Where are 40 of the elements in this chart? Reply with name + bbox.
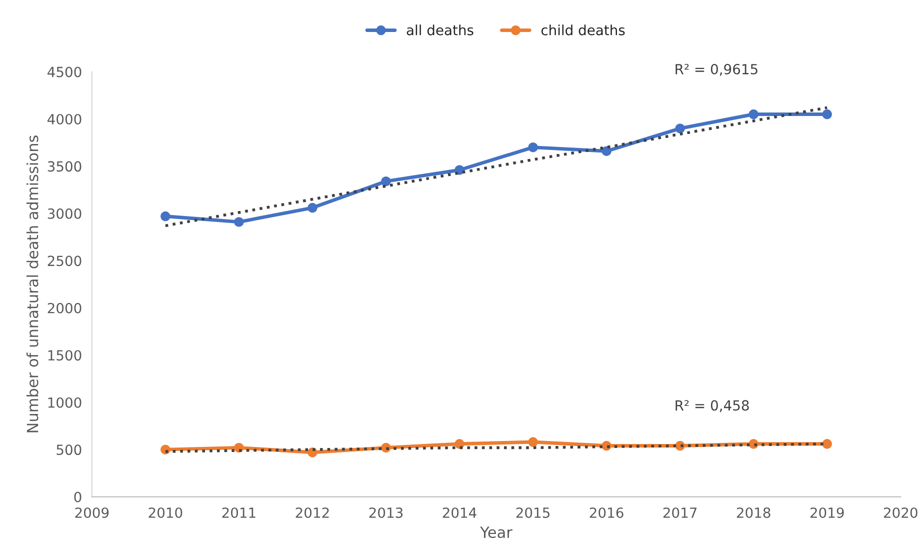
y-tick-label: 4000 xyxy=(48,114,82,124)
y-tick-label: 3500 xyxy=(48,161,82,172)
x-tick-label: 2011 xyxy=(222,507,256,518)
x-tick-label: 2020 xyxy=(884,507,918,518)
x-axis-title: Year xyxy=(480,526,512,538)
x-tick-label: 2019 xyxy=(810,507,844,518)
point xyxy=(308,202,318,213)
point xyxy=(822,439,832,449)
point xyxy=(528,437,538,447)
point xyxy=(528,142,538,152)
legend-label: child deaths xyxy=(541,24,625,36)
y-tick-label: 3000 xyxy=(48,208,82,219)
x-tick-label: 2017 xyxy=(663,507,697,518)
x-tick-label: 2013 xyxy=(369,507,403,518)
point xyxy=(675,124,685,134)
y-tick-label: 0 xyxy=(74,492,82,502)
point xyxy=(602,146,612,156)
point xyxy=(454,439,464,449)
x-tick-label: 2012 xyxy=(296,507,329,518)
y-tick-label: 1000 xyxy=(48,397,82,408)
point xyxy=(160,211,170,222)
point xyxy=(234,217,244,227)
legend-label: all deaths xyxy=(406,24,474,36)
x-tick-label: 2009 xyxy=(75,507,109,518)
point xyxy=(748,109,758,120)
y-tick-label: 2500 xyxy=(48,256,82,266)
y-tick-label: 4500 xyxy=(48,66,82,78)
point xyxy=(822,109,832,120)
y-tick-label: 2000 xyxy=(48,302,82,314)
x-tick-label: 2016 xyxy=(590,507,624,518)
point xyxy=(381,176,391,186)
x-tick-label: 2010 xyxy=(148,507,182,518)
y-tick-label: 1500 xyxy=(48,350,82,361)
annotation: R² = 0,458 xyxy=(676,400,749,412)
x-tick-label: 2014 xyxy=(442,507,476,518)
y-axis-title: Number of unnatural death admissions xyxy=(26,136,38,432)
x-tick-label: 2015 xyxy=(516,507,550,518)
x-tick-label: 2018 xyxy=(736,507,770,518)
y-tick-label: 500 xyxy=(56,444,82,456)
annotation: R² = 0,9615 xyxy=(676,64,758,76)
